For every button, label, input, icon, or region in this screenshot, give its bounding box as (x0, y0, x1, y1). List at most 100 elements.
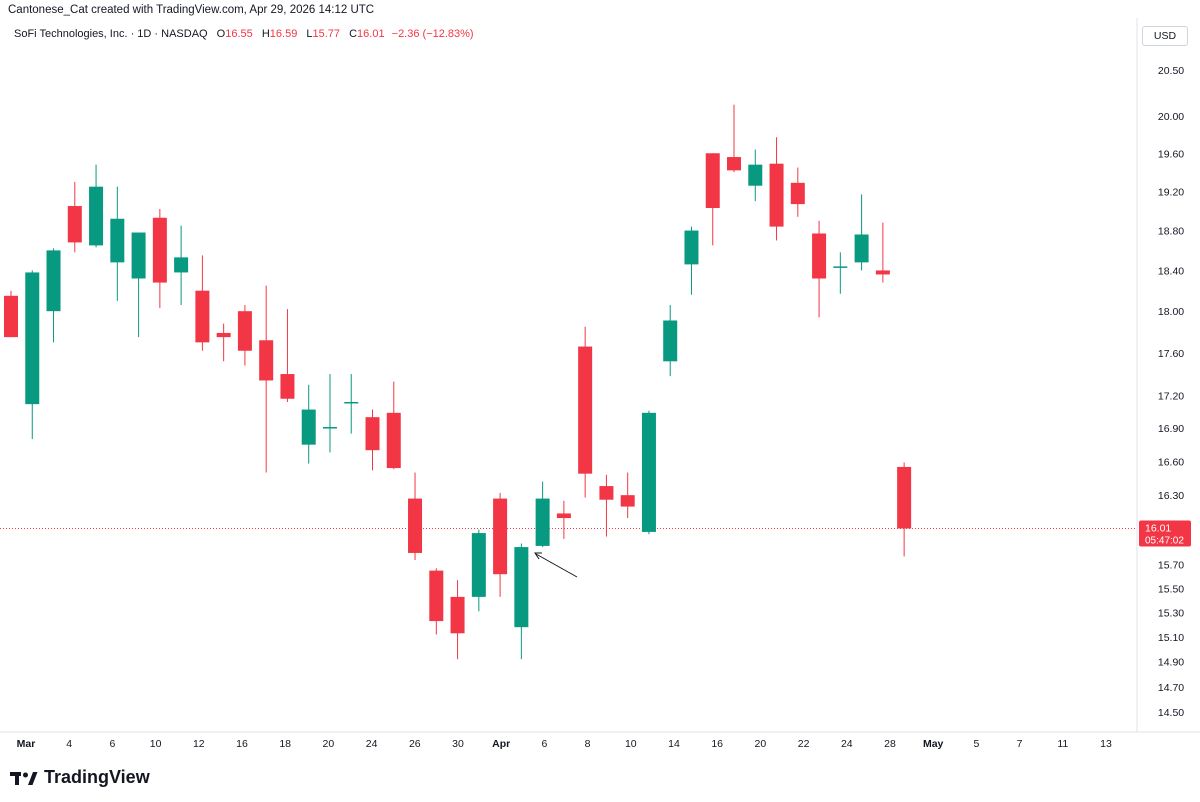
candle-body (705, 153, 720, 208)
annotation-arrow-head (534, 552, 542, 560)
chart-credit: Cantonese_Cat created with TradingView.c… (8, 4, 375, 16)
price-tick-label: 17.20 (1158, 390, 1184, 402)
time-tick-label: 7 (1017, 738, 1023, 750)
candle-body (875, 270, 890, 275)
time-tick-label: 5 (973, 738, 979, 750)
last-price-badge (1139, 520, 1191, 547)
candle-body (322, 427, 337, 429)
candle-body (833, 266, 848, 268)
candle-body (237, 311, 252, 351)
candle-body (790, 182, 805, 205)
candle-body (301, 409, 316, 445)
price-tick-label: 16.90 (1158, 423, 1184, 435)
candle-body (514, 547, 529, 628)
candle-body (854, 234, 869, 263)
candle-body (365, 417, 380, 451)
price-tick-label: 15.30 (1158, 608, 1184, 620)
candle-body (620, 495, 635, 507)
candle-body (535, 498, 550, 546)
price-tick-label: 18.40 (1158, 265, 1184, 277)
candle-body (386, 412, 401, 469)
candle-body (769, 163, 784, 227)
symbol-name[interactable]: SoFi Technologies, Inc. · 1D · NASDAQ (14, 28, 208, 40)
time-tick-label: 22 (798, 738, 810, 750)
price-tick-label: 18.00 (1158, 306, 1184, 318)
candle-body (174, 257, 189, 273)
time-tick-label: 18 (279, 738, 291, 750)
candle-body (344, 401, 359, 404)
close-label: C (349, 28, 358, 40)
price-tick-label: 15.10 (1158, 632, 1184, 644)
brand-name: TradingView (44, 767, 150, 787)
annotation-arrow (535, 553, 578, 578)
time-tick-label: 8 (585, 738, 591, 750)
open-value: 16.55 (225, 28, 253, 40)
candle-body (280, 374, 295, 399)
time-tick-label: 20 (323, 738, 335, 750)
close-value: 16.01 (357, 28, 385, 40)
candle-body (25, 272, 40, 405)
time-tick-label: 24 (841, 738, 853, 750)
last-price-value: 16.01 (1145, 522, 1171, 534)
time-tick-label: 6 (109, 738, 115, 750)
time-tick-label: 16 (236, 738, 248, 750)
candle-body (195, 290, 210, 343)
candle-body (450, 596, 465, 634)
candle-body (216, 332, 231, 338)
candle-body (259, 340, 274, 381)
last-price-countdown: 05:47:02 (1145, 535, 1184, 546)
price-tick-label: 19.20 (1158, 187, 1184, 199)
time-tick-label: Apr (492, 738, 510, 750)
candle-body (429, 570, 444, 622)
time-tick-label: 20 (755, 738, 767, 750)
price-tick-label: 19.60 (1158, 148, 1184, 160)
candle-body (812, 233, 827, 279)
candle-body (578, 346, 593, 474)
time-tick-label: 16 (711, 738, 723, 750)
tradingview-logo-icon (10, 771, 38, 785)
candle-body (727, 157, 742, 171)
time-tick-label: 28 (884, 738, 896, 750)
candle-body (110, 218, 125, 263)
time-tick-label: 12 (193, 738, 205, 750)
time-tick-label: 13 (1100, 738, 1112, 750)
time-tick-label: 11 (1057, 738, 1068, 750)
high-label: H (261, 28, 270, 40)
candle-body (599, 486, 614, 500)
candle-body (408, 498, 423, 553)
candle-body (67, 206, 82, 243)
low-label: L (306, 28, 313, 40)
time-tick-label: 14 (668, 738, 680, 750)
candle-body (4, 295, 18, 338)
tradingview-logo[interactable]: TradingView (10, 767, 150, 788)
change-value: −2.36 (−12.83%) (391, 28, 474, 40)
candle-body (641, 412, 656, 532)
currency-button[interactable]: USD (1142, 26, 1188, 46)
price-tick-label: 16.60 (1158, 456, 1184, 468)
time-tick-label: 6 (541, 738, 547, 750)
price-tick-label: 20.00 (1158, 111, 1184, 123)
high-value: 16.59 (269, 28, 298, 40)
candle-body (684, 230, 699, 265)
candle-body (89, 186, 104, 246)
time-tick-label: 26 (409, 738, 421, 750)
candle-body (46, 250, 61, 312)
time-tick-label: 10 (625, 738, 637, 750)
candle-body (663, 320, 678, 362)
candle-body (556, 513, 571, 519)
price-tick-label: 14.90 (1158, 657, 1184, 669)
time-tick-label: 10 (150, 738, 162, 750)
time-tick-label: Mar (17, 738, 36, 750)
time-tick-label: 30 (452, 738, 464, 750)
time-tick-label: May (923, 738, 944, 750)
candle-body (152, 217, 167, 283)
time-tick-label: 24 (366, 738, 378, 750)
candle-body (493, 498, 508, 575)
price-tick-label: 16.30 (1158, 490, 1184, 502)
open-label: O (216, 28, 226, 40)
price-tick-label: 15.70 (1158, 560, 1184, 572)
candle-body (471, 533, 486, 597)
price-tick-label: 14.70 (1158, 682, 1184, 694)
price-tick-label: 20.50 (1158, 65, 1184, 77)
